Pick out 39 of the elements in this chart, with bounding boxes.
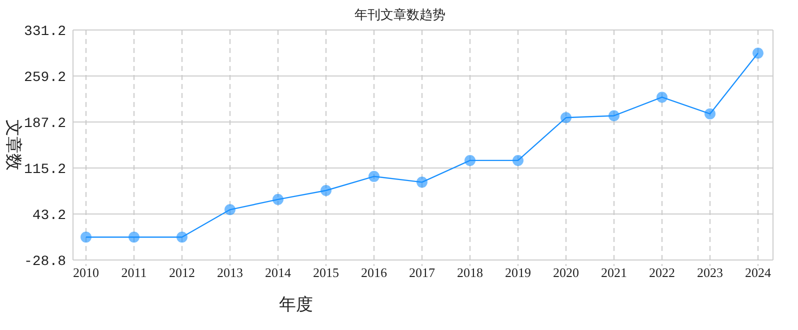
x-tick-label: 2024	[745, 265, 772, 280]
x-tick-label: 2014	[265, 265, 292, 280]
point	[128, 232, 140, 243]
x-tick-label: 2015	[313, 265, 339, 280]
point	[656, 92, 668, 103]
point	[608, 110, 620, 122]
y-tick-label: 115.2	[24, 162, 66, 178]
x-tick-label: 2021	[601, 265, 627, 280]
point	[512, 154, 524, 166]
point	[368, 170, 380, 182]
y-axis-title: 文章数	[4, 120, 23, 170]
point	[176, 232, 188, 243]
point	[224, 204, 236, 216]
x-tick-label: 2017	[409, 265, 436, 280]
y-tick-label: 259.2	[24, 70, 66, 86]
x-tick-label: 2016	[361, 265, 388, 280]
x-tick-label: 2019	[505, 265, 531, 280]
point	[272, 194, 284, 205]
point	[80, 232, 92, 243]
x-tick-label: 2022	[649, 265, 675, 280]
x-tick-label: 2010	[73, 265, 99, 280]
point	[464, 154, 476, 166]
y-tick-label: -28.8	[24, 254, 66, 270]
y-tick-label: 187.2	[24, 116, 66, 132]
x-tick-label: 2020	[553, 265, 579, 280]
point	[560, 112, 572, 124]
point	[704, 108, 716, 120]
x-tick-label: 2011	[121, 265, 147, 280]
y-tick-label: 43.2	[32, 208, 66, 224]
chart-title: 年刊文章数趋势	[354, 7, 446, 22]
point	[320, 184, 332, 196]
x-tick-label: 2018	[457, 265, 483, 280]
x-tick-label: 2023	[697, 265, 723, 280]
point	[416, 176, 428, 188]
x-tick-label: 2012	[169, 265, 195, 280]
point	[752, 48, 764, 59]
x-axis-title: 年度	[279, 295, 313, 314]
x-tick-label: 2013	[217, 265, 243, 280]
y-tick-label: 331.2	[24, 24, 66, 40]
